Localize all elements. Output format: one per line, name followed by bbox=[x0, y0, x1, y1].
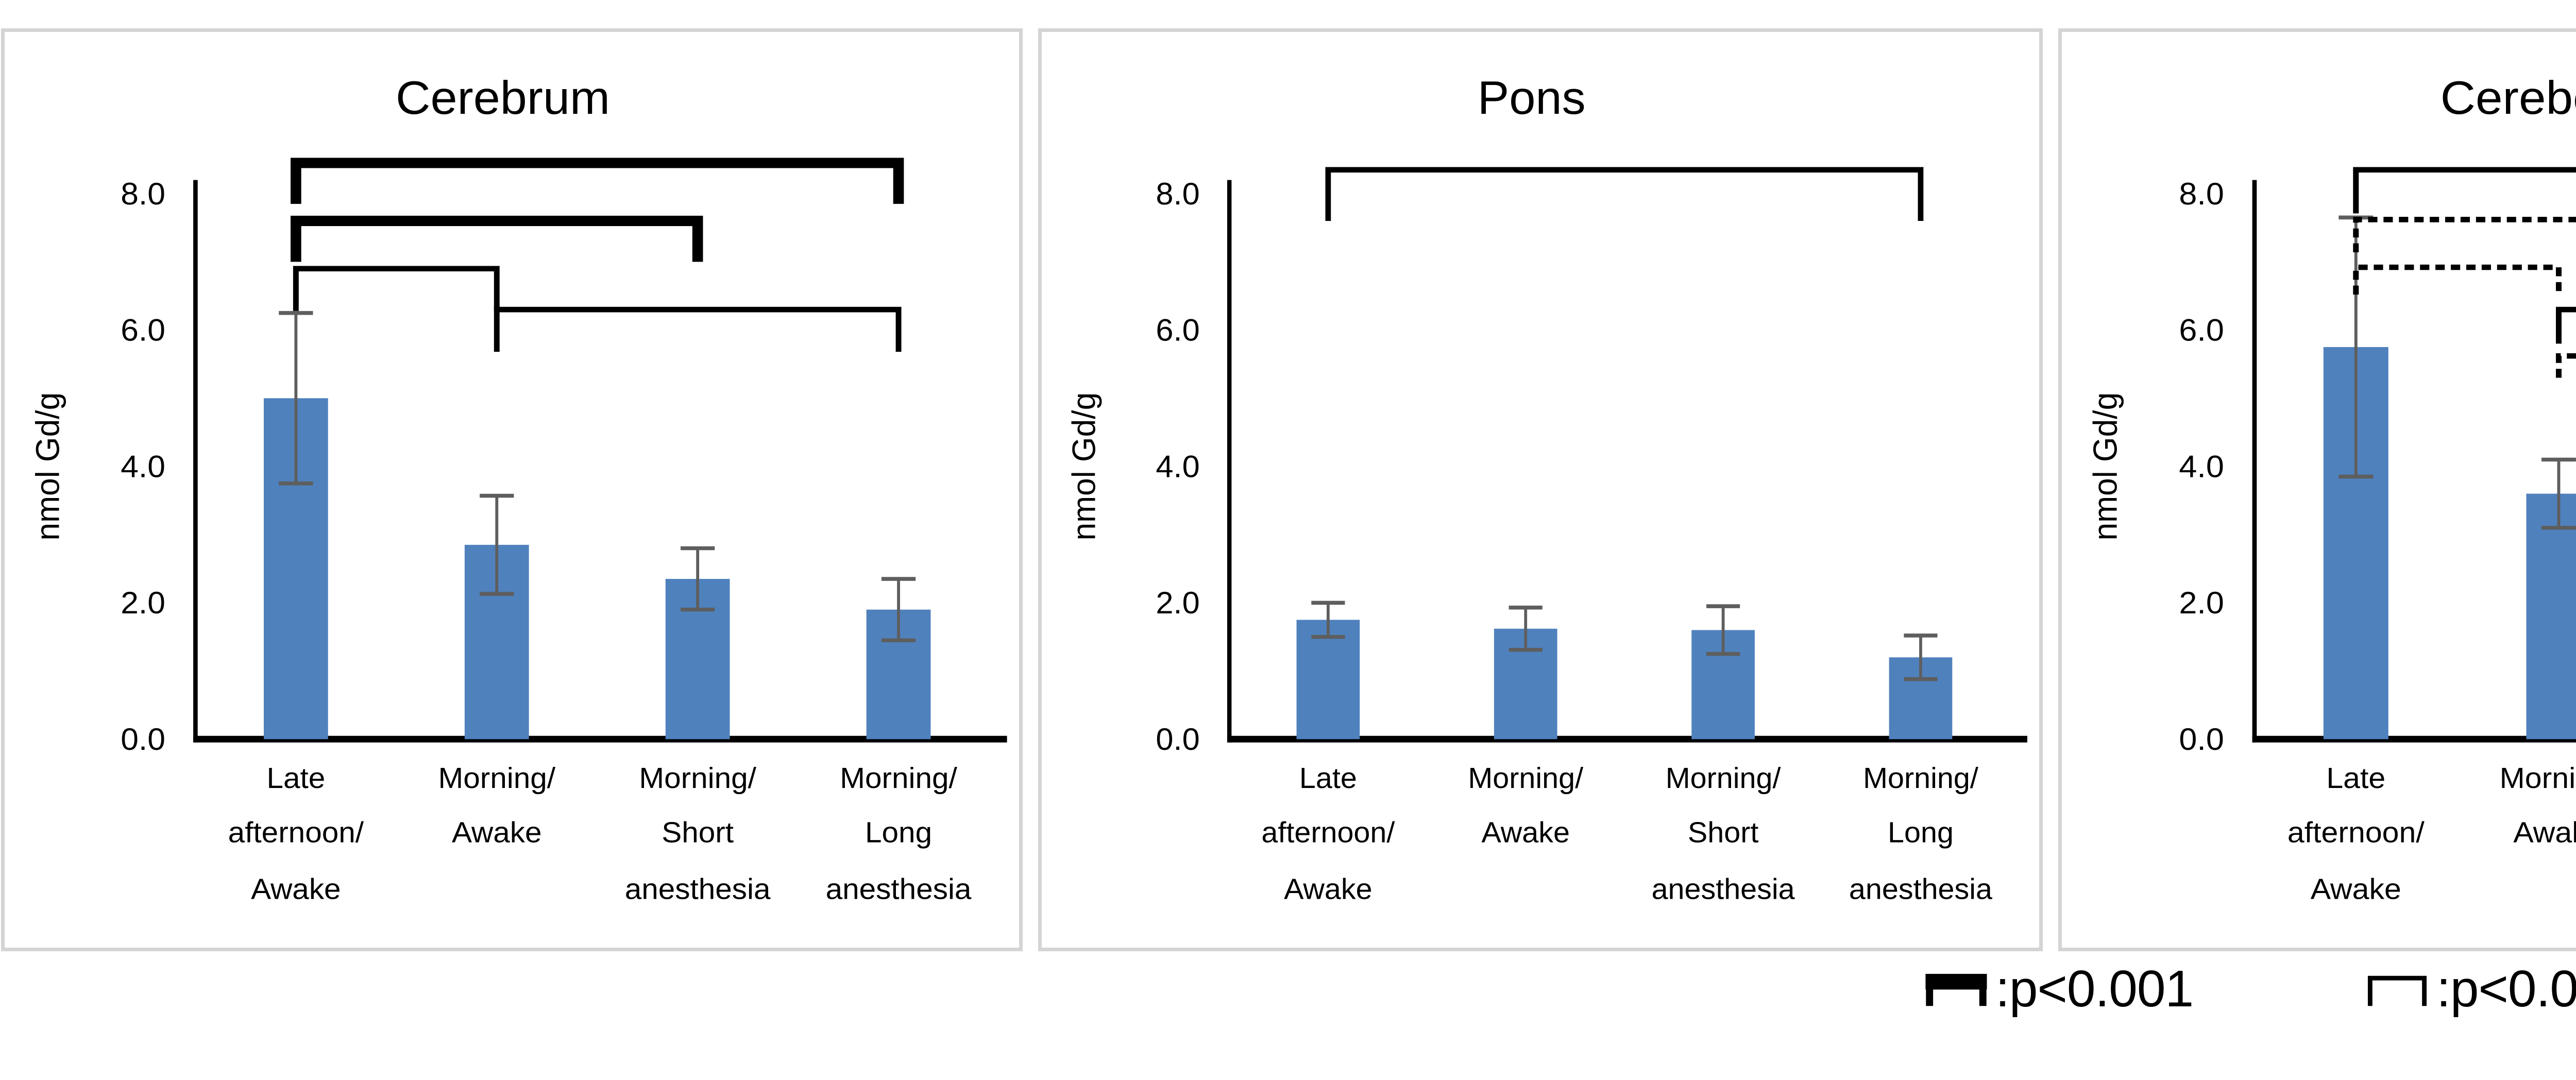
chart-title-cerebellum: Cerebellum bbox=[2441, 72, 2576, 124]
significance-bracket-cerebellum-p<0.05 bbox=[2353, 217, 2576, 252]
panel-cerebrum: Cerebrum nmol Gd/g 0.0 2.0 4.0 6.0 8.0 Late afte… bbox=[1, 28, 1023, 951]
x-category-label: Late bbox=[266, 762, 325, 795]
y-tick-label: 6.0 bbox=[121, 313, 165, 348]
y-tick-label: 2.0 bbox=[2179, 586, 2224, 621]
y-axis-title: nmol Gd/g bbox=[1066, 392, 1102, 541]
significance-legend: :p<0.001 :p<0.01 :p<0.05 bbox=[0, 961, 2576, 1017]
significance-bracket-cerebellum-p<0.01 bbox=[2353, 167, 2576, 214]
cerebrum-bar-chart: Cerebrum nmol Gd/g 0.0 2.0 4.0 6.0 8.0 Late afte… bbox=[29, 72, 1007, 905]
thin-bracket-icon bbox=[2368, 975, 2427, 1006]
x-category-label: Morning/ bbox=[639, 762, 756, 795]
y-tick-label: 6.0 bbox=[2179, 313, 2224, 348]
y-tick-label: 2.0 bbox=[121, 586, 165, 621]
x-category-label: anesthesia bbox=[826, 873, 972, 905]
significance-bracket-cerebrum-p<0.001 bbox=[291, 158, 904, 204]
x-category-label: anesthesia bbox=[1849, 873, 1992, 906]
y-tick-label: 0.0 bbox=[2179, 722, 2224, 757]
significance-bracket-cerebrum-p<0.01 bbox=[494, 306, 902, 352]
x-category-label: Morning/ bbox=[438, 762, 556, 795]
y-tick-label: 0.0 bbox=[121, 722, 165, 757]
significance-bracket-cerebrum-p<0.01 bbox=[293, 266, 500, 311]
significance-bracket-pons-p<0.01 bbox=[1325, 167, 1924, 221]
x-category-label: Awake bbox=[1284, 873, 1372, 906]
y-tick-label: 8.0 bbox=[2179, 177, 2224, 212]
panel-cerebellum: Cerebellum nmol Gd/g 0.0 2.0 4.0 6.0 8.0 Late af… bbox=[2058, 28, 2576, 951]
y-tick-label: 4.0 bbox=[2179, 450, 2224, 485]
y-tick-label: 0.0 bbox=[1156, 722, 1199, 757]
legend-label-p001: :p<0.001 bbox=[1995, 960, 2194, 1018]
thick-bracket-icon bbox=[1925, 973, 1987, 1006]
x-category-label: Morning/ bbox=[1863, 762, 1978, 795]
x-category-label: Morning/ bbox=[840, 762, 957, 795]
legend-item-p01: :p<0.01 bbox=[2363, 961, 2576, 1017]
x-category-label: afternoon/ bbox=[1261, 816, 1395, 849]
x-category-label: Late bbox=[1299, 762, 1357, 795]
x-category-label: Awake bbox=[1481, 816, 1570, 849]
x-category-label: Awake bbox=[2513, 817, 2576, 849]
y-tick-label: 4.0 bbox=[121, 449, 165, 484]
x-category-label: afternoon/ bbox=[2287, 817, 2425, 849]
legend-label-p01: :p<0.01 bbox=[2436, 960, 2576, 1018]
y-tick-label: 6.0 bbox=[1156, 313, 1199, 348]
chart-panels: Cerebrum nmol Gd/g 0.0 2.0 4.0 6.0 8.0 Late afte… bbox=[1, 28, 2576, 951]
figure: Cerebrum nmol Gd/g 0.0 2.0 4.0 6.0 8.0 Late afte… bbox=[0, 28, 2576, 1017]
bar-cerebellum-1 bbox=[2526, 493, 2576, 740]
legend-item-p001: :p<0.001 bbox=[1922, 960, 2194, 1018]
pons-bar-chart: Pons nmol Gd/g 0.0 2.0 4.0 6.0 8.0 Late afternoo… bbox=[1066, 72, 2027, 906]
significance-bracket-cerebellum-p<0.05 bbox=[2555, 353, 2576, 378]
x-category-label: Morning/ bbox=[1468, 762, 1583, 795]
bar-pons-0 bbox=[1296, 620, 1360, 740]
x-category-label: Morning/ bbox=[1666, 762, 1781, 795]
significance-bracket-cerebellum-p<0.01 bbox=[2555, 306, 2576, 344]
cerebellum-bar-chart: Cerebellum nmol Gd/g 0.0 2.0 4.0 6.0 8.0 Late af… bbox=[2087, 72, 2576, 905]
x-category-label: Long bbox=[1888, 816, 1954, 849]
y-tick-label: 2.0 bbox=[1156, 586, 1199, 621]
significance-bracket-cerebellum-p<0.05 bbox=[2353, 264, 2562, 295]
panel-pons: Pons nmol Gd/g 0.0 2.0 4.0 6.0 8.0 Late afternoo… bbox=[1038, 28, 2043, 951]
x-category-label: anesthesia bbox=[625, 873, 771, 905]
x-category-label: Awake bbox=[452, 816, 541, 849]
x-category-label: anesthesia bbox=[1652, 873, 1795, 906]
x-category-label: Awake bbox=[2311, 873, 2401, 905]
y-axis-title: nmol Gd/g bbox=[29, 392, 66, 541]
y-axis-title: nmol Gd/g bbox=[2087, 392, 2124, 541]
x-category-label: Awake bbox=[251, 873, 341, 905]
x-category-label: Late bbox=[2326, 762, 2385, 795]
x-category-label: Morning/ bbox=[2500, 762, 2576, 795]
y-tick-label: 8.0 bbox=[1156, 176, 1199, 211]
chart-title-cerebrum: Cerebrum bbox=[396, 72, 610, 124]
x-category-label: afternoon/ bbox=[228, 816, 364, 849]
chart-title-pons: Pons bbox=[1478, 72, 1586, 124]
x-category-label: Long bbox=[865, 816, 932, 849]
y-tick-label: 8.0 bbox=[121, 177, 165, 212]
significance-bracket-cerebrum-p<0.001 bbox=[291, 215, 703, 262]
y-tick-label: 4.0 bbox=[1156, 449, 1199, 484]
x-category-label: Short bbox=[1688, 816, 1759, 849]
x-category-label: Short bbox=[662, 816, 734, 849]
